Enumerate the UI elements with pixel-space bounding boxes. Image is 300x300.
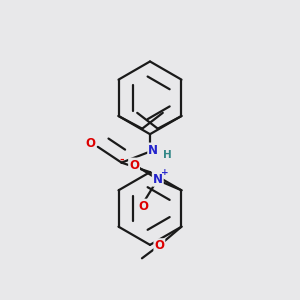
Text: -: - bbox=[120, 154, 124, 165]
Text: N: N bbox=[153, 173, 163, 186]
Text: O: O bbox=[85, 136, 95, 149]
Text: O: O bbox=[139, 200, 148, 213]
Text: O: O bbox=[129, 158, 139, 172]
Text: H: H bbox=[163, 150, 172, 160]
Text: O: O bbox=[154, 239, 164, 252]
Text: +: + bbox=[161, 168, 169, 177]
Text: N: N bbox=[148, 143, 158, 157]
